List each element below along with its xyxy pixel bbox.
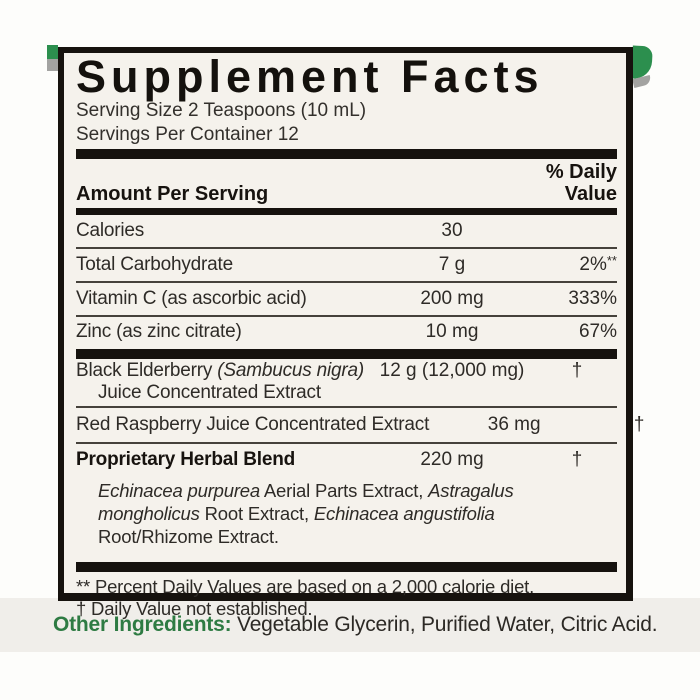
nutrient-amount: 200 mg: [420, 288, 484, 309]
row-rule: [76, 315, 617, 317]
dagger-mark: †: [571, 360, 583, 381]
footnote-dagger: † Daily Value not established.: [76, 598, 313, 619]
row-rule: [76, 442, 617, 444]
row-rule: [76, 281, 617, 283]
daily-value-header-line1: % Daily: [545, 161, 617, 183]
table-row: Zinc (as zinc citrate) 10 mg 67%: [76, 317, 617, 347]
nutrient-dv: 67%: [578, 321, 617, 342]
botanical-name: Echinacea purpurea: [98, 480, 260, 501]
daily-value-header: % Daily Value: [546, 161, 617, 205]
separator-bar-thick: [76, 149, 617, 159]
other-ingredients-label: Other Ingredients:: [53, 613, 232, 636]
botanical-name: (Sambucus nigra): [217, 360, 365, 381]
ingredient-name: Proprietary Herbal Blend: [76, 449, 296, 470]
table-row: Proprietary Herbal Blend 220 mg †: [76, 444, 617, 476]
row-rule: [76, 247, 617, 249]
table-row: Vitamin C (as ascorbic acid) 200 mg 333%: [76, 283, 617, 315]
ingredient-name: Black Elderberry (Sambucus nigra) Juice …: [76, 360, 367, 404]
panel-title: Supplement Facts: [76, 51, 544, 102]
nutrient-dv: 333%: [568, 288, 617, 309]
separator-bar-thick: [76, 349, 617, 359]
daily-value-header-line2: Value: [564, 183, 617, 205]
nutrient-amount: 10 mg: [425, 321, 479, 342]
ingredient-name-line2: Juice Concentrated Extract: [98, 382, 321, 403]
package-edge-gray-left: [47, 59, 58, 71]
ingredient-name: Red Raspberry Juice Concentrated Extract: [76, 414, 430, 435]
serving-size: Serving Size 2 Teaspoons (10 mL): [76, 100, 367, 121]
table-header: Amount Per Serving % Daily Value: [76, 159, 617, 208]
footnotes: ** Percent Daily Values are based on a 2…: [76, 576, 617, 620]
ingredient-amount: 220 mg: [420, 449, 484, 470]
botanical-name: Astragalus mongholicus: [98, 480, 514, 524]
footnote-marker: **: [606, 253, 617, 268]
blend-description: Echinacea purpurea Aerial Parts Extract,…: [98, 480, 514, 547]
footnote-daily-values: ** Percent Daily Values are based on a 2…: [76, 576, 535, 597]
row-rule: [76, 406, 617, 408]
table-row: Red Raspberry Juice Concentrated Extract…: [76, 408, 644, 442]
botanical-name: Echinacea angustifolia: [313, 503, 495, 524]
nutrient-amount: 7 g: [438, 254, 466, 275]
nutrient-name: Calories: [76, 220, 145, 241]
table-row: Total Carbohydrate 7 g 2%**: [76, 249, 617, 281]
ingredient-amount: 36 mg: [487, 414, 541, 435]
dagger-mark: †: [571, 449, 583, 470]
nutrient-name: Zinc (as zinc citrate): [76, 321, 242, 342]
package-bottom-band: [0, 598, 700, 652]
dagger-mark: †: [633, 414, 645, 435]
table-row: Black Elderberry (Sambucus nigra) Juice …: [76, 359, 617, 406]
amount-per-serving-header: Amount Per Serving: [76, 183, 269, 205]
package-edge-green-left: [47, 45, 58, 59]
nutrient-name: Total Carbohydrate: [76, 254, 233, 275]
ingredient-amount: 12 g (12,000 mg): [379, 360, 525, 381]
header-bar: [76, 208, 617, 215]
nutrient-dv: 2%**: [579, 253, 617, 275]
other-ingredients-list: Vegetable Glycerin, Purified Water, Citr…: [231, 613, 658, 636]
table-row: Calories 30: [76, 215, 617, 247]
servings-per-container: Servings Per Container 12: [76, 124, 299, 145]
nutrient-amount: 30: [441, 220, 463, 241]
nutrient-name: Vitamin C (as ascorbic acid): [76, 288, 307, 309]
other-ingredients: Other Ingredients: Vegetable Glycerin, P…: [53, 613, 658, 637]
supplement-facts-panel: Supplement Facts Serving Size 2 Teaspoon…: [58, 47, 644, 619]
separator-bar-thick: [76, 562, 617, 572]
